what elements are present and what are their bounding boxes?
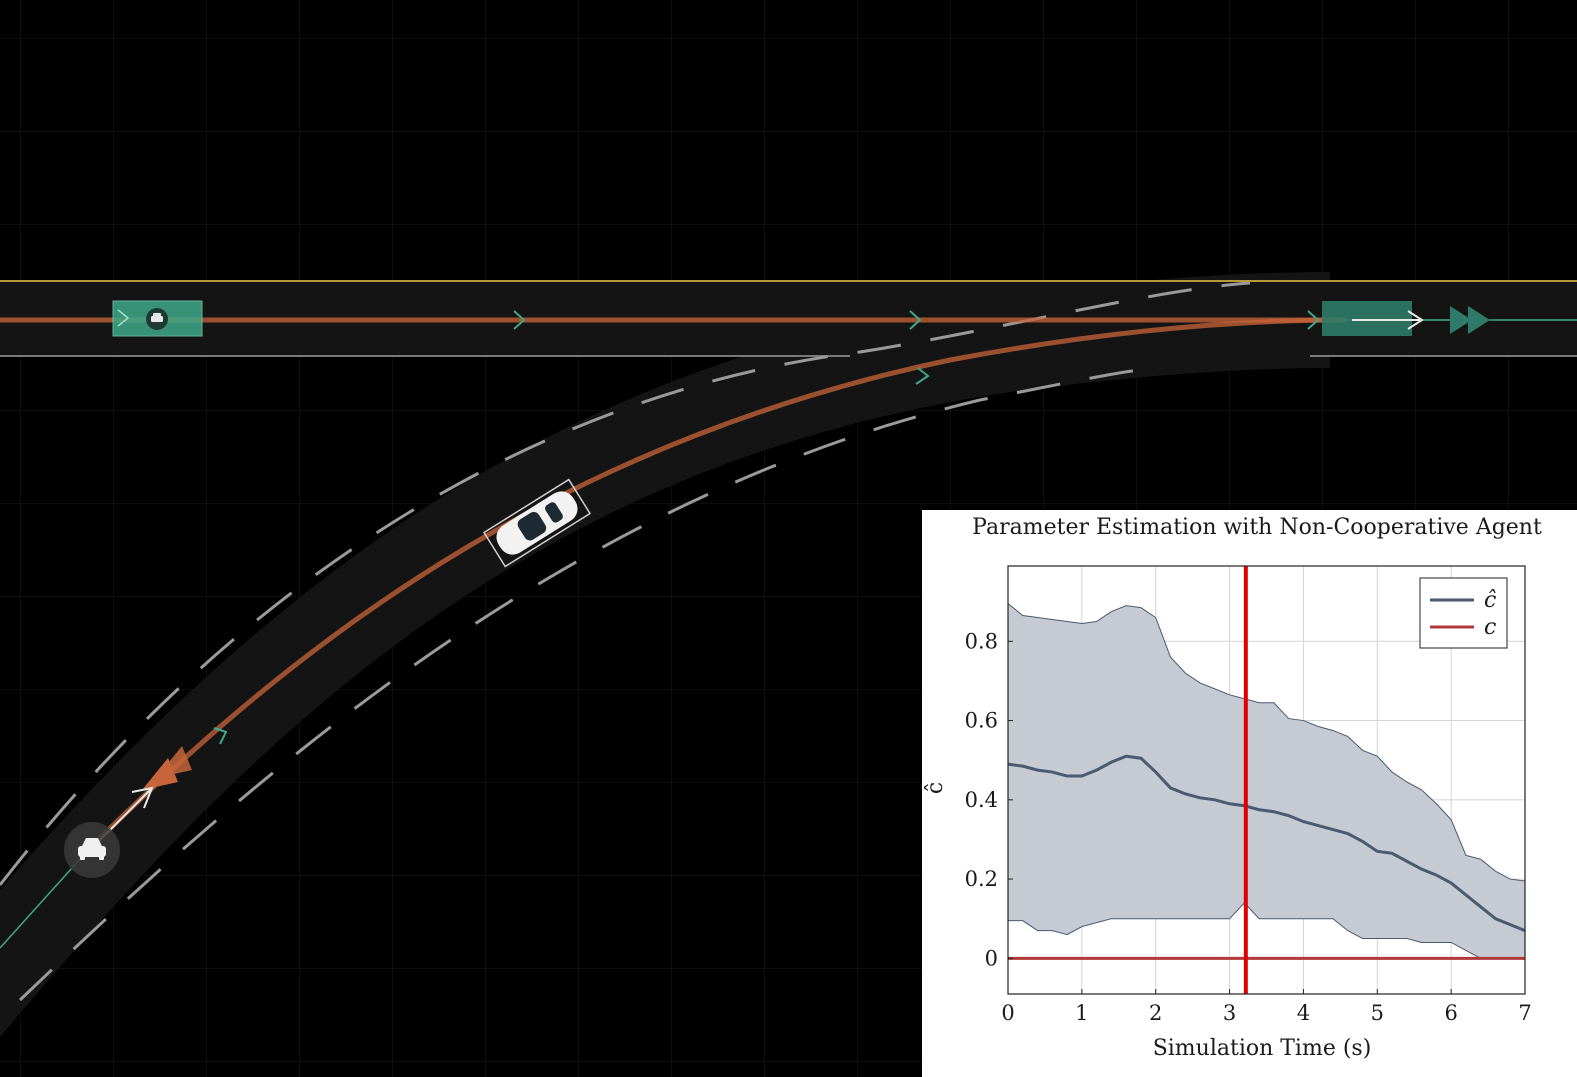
x-tick-label: 4 (1297, 1001, 1310, 1025)
x-tick-label: 6 (1444, 1001, 1457, 1025)
path-chevrons (213, 310, 1320, 745)
legend-label: c (1484, 615, 1496, 640)
confidence-band-layer (1007, 602, 1526, 959)
y-tick-label: 0.8 (965, 629, 998, 653)
ramp-lower-dashed-edge (18, 368, 1141, 1002)
y-tick-label: 0.4 (965, 788, 998, 812)
x-axis-label: Simulation Time (s) (1153, 1036, 1372, 1061)
legend-box (1419, 577, 1508, 649)
y-axis-label: ĉ (923, 782, 948, 794)
chart-svg: Parameter Estimation with Non-Cooperativ… (923, 515, 1542, 1061)
y-tick-label: 0.2 (965, 867, 998, 891)
chart-axes (1007, 565, 1526, 995)
x-tick-label: 5 (1371, 1001, 1384, 1025)
x-tick-label: 3 (1223, 1001, 1236, 1025)
car-icon (78, 838, 106, 860)
goal-region (1322, 301, 1490, 336)
x-tick-label: 0 (1001, 1001, 1014, 1025)
chart-legend: ĉc (1419, 577, 1508, 649)
plot-frame (1007, 565, 1526, 995)
ego-vehicle[interactable] (482, 478, 592, 568)
x-tick-label: 1 (1075, 1001, 1088, 1025)
parameter-estimation-chart: Parameter Estimation with Non-Cooperativ… (922, 510, 1577, 1077)
ramp-agent[interactable] (64, 822, 120, 878)
series-layer (1007, 566, 1526, 994)
x-tick-label: 2 (1149, 1001, 1162, 1025)
ramp-upper-dashed-edge (0, 281, 1251, 886)
x-tick-label: 7 (1518, 1001, 1531, 1025)
legend-label: ĉ (1484, 588, 1496, 613)
ramp-trajectory (88, 317, 1346, 850)
ramp-velocity-arrows (94, 746, 192, 846)
y-tick-label: 0 (985, 946, 998, 970)
chart-title: Parameter Estimation with Non-Cooperativ… (972, 515, 1542, 540)
estimate-line (1007, 754, 1526, 932)
tick-labels: 0 1 2 3 4 5 6 7 0 0.2 0.4 0.6 0.8 (965, 629, 1532, 1025)
confidence-band (1007, 602, 1526, 959)
car-icon (151, 313, 163, 322)
y-tick-label: 0.6 (965, 709, 998, 733)
highway-agent-vehicle[interactable] (112, 300, 203, 337)
